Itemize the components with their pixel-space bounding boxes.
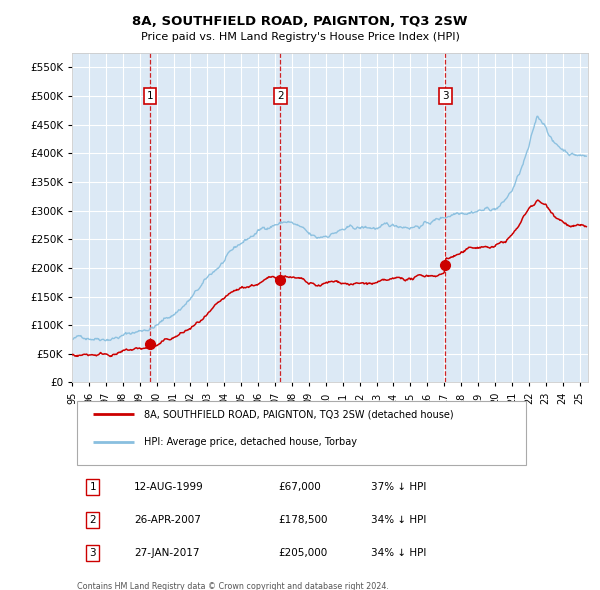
Text: 2: 2 <box>277 91 284 101</box>
Text: £67,000: £67,000 <box>278 481 321 491</box>
Text: 27-JAN-2017: 27-JAN-2017 <box>134 548 199 558</box>
Text: 34% ↓ HPI: 34% ↓ HPI <box>371 548 427 558</box>
Text: 37% ↓ HPI: 37% ↓ HPI <box>371 481 427 491</box>
Text: 1: 1 <box>89 481 96 491</box>
Text: £178,500: £178,500 <box>278 514 328 525</box>
Text: 26-APR-2007: 26-APR-2007 <box>134 514 201 525</box>
Text: 12-AUG-1999: 12-AUG-1999 <box>134 481 203 491</box>
Text: Contains HM Land Registry data © Crown copyright and database right 2024.: Contains HM Land Registry data © Crown c… <box>77 582 389 590</box>
Text: 34% ↓ HPI: 34% ↓ HPI <box>371 514 427 525</box>
Text: £205,000: £205,000 <box>278 548 328 558</box>
Text: 8A, SOUTHFIELD ROAD, PAIGNTON, TQ3 2SW: 8A, SOUTHFIELD ROAD, PAIGNTON, TQ3 2SW <box>132 15 468 28</box>
Text: HPI: Average price, detached house, Torbay: HPI: Average price, detached house, Torb… <box>144 437 357 447</box>
FancyBboxPatch shape <box>77 401 526 465</box>
Text: 3: 3 <box>442 91 449 101</box>
Text: 2: 2 <box>89 514 96 525</box>
Text: Price paid vs. HM Land Registry's House Price Index (HPI): Price paid vs. HM Land Registry's House … <box>140 32 460 42</box>
Text: 1: 1 <box>147 91 154 101</box>
Text: 8A, SOUTHFIELD ROAD, PAIGNTON, TQ3 2SW (detached house): 8A, SOUTHFIELD ROAD, PAIGNTON, TQ3 2SW (… <box>144 409 454 419</box>
Text: 3: 3 <box>89 548 96 558</box>
